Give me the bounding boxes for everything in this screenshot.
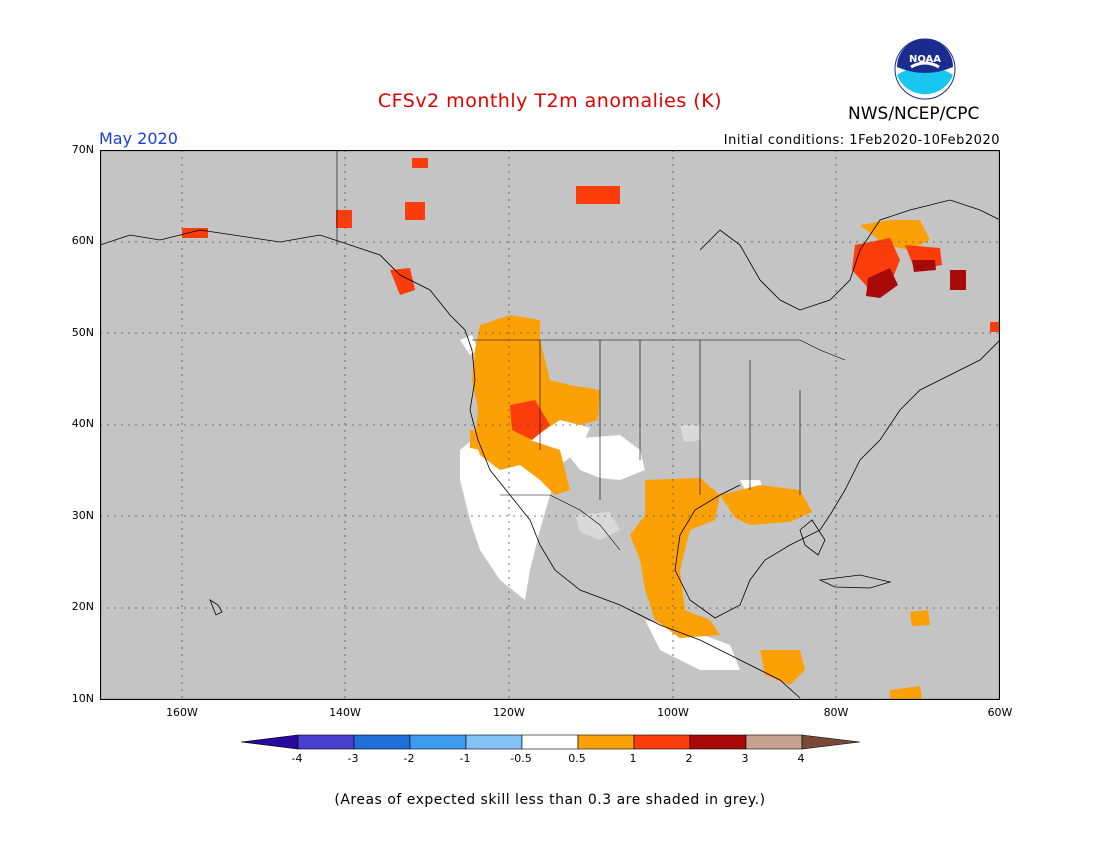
florida-outline <box>799 519 826 556</box>
quebec-orange <box>860 220 930 250</box>
lat-label-30n: 30N <box>71 509 94 522</box>
map-title: CFSv2 monthly T2m anomalies (K) <box>377 90 723 112</box>
colorbar-label: -2 <box>403 752 415 765</box>
plains-grey-patch <box>680 425 702 442</box>
us-canada-border <box>472 339 846 361</box>
coast-orange <box>470 430 482 450</box>
central-america-white <box>645 620 740 670</box>
colorbar-label: -3 <box>347 752 359 765</box>
plains-white-region <box>556 435 645 480</box>
colorbar-label: 3 <box>741 752 749 765</box>
colorbar-arrow-right <box>801 734 861 750</box>
pacific-coastline <box>100 229 801 699</box>
grey-patches <box>575 425 702 540</box>
map-frame <box>100 150 1000 700</box>
atlantic-gulf-coastline <box>674 339 1000 619</box>
idaho-orange <box>510 320 532 338</box>
initial-conditions: Initial conditions: 1Feb2020-10Feb2020 <box>723 133 1000 148</box>
colorbar-label: -1 <box>459 752 471 765</box>
newfoundland-red <box>990 322 1000 332</box>
forecast-period: May 2020 <box>99 129 178 148</box>
logo-text: NOAA <box>909 54 941 65</box>
colorbar-segment <box>689 734 747 750</box>
lon-label-100w: 100W <box>657 706 689 719</box>
colorbar-label: 0.5 <box>568 752 586 765</box>
yukon-red <box>412 158 428 168</box>
lat-label-10n: 10N <box>71 692 94 705</box>
colorbar-label: 1 <box>629 752 637 765</box>
colorbar-arrow-left <box>240 734 299 750</box>
political-borders <box>336 150 846 551</box>
colorbar-label: -4 <box>291 752 303 765</box>
lon-label-80w: 80W <box>823 706 849 719</box>
lat-label-50n: 50N <box>71 326 94 339</box>
hudson-bay-coast <box>699 199 1000 311</box>
colorbar-label: 2 <box>685 752 693 765</box>
bc-red <box>405 202 425 220</box>
colorbar-segment <box>297 734 355 750</box>
texas-mexico-orange <box>630 478 720 638</box>
bc-coast-red <box>390 268 415 295</box>
darkred-anomaly-areas <box>866 260 966 298</box>
lon-label-120w: 120W <box>493 706 525 719</box>
antilles-orange <box>910 610 930 626</box>
lat-label-40n: 40N <box>71 417 94 430</box>
colorbar-label: 4 <box>797 752 805 765</box>
colorbar-segment <box>353 734 411 750</box>
alaska-red-1 <box>182 228 208 238</box>
alaska-red-2 <box>336 210 352 228</box>
lat-lon-grid <box>100 150 1000 700</box>
lat-label-70n: 70N <box>71 143 94 156</box>
labrador-darkred <box>912 260 936 272</box>
colorbar-segment <box>521 734 579 750</box>
coastlines <box>100 199 1000 699</box>
noaa-logo: NOAA <box>894 38 956 100</box>
anomaly-map <box>100 150 1000 700</box>
gulf-coast-orange <box>720 485 812 525</box>
lat-label-20n: 20N <box>71 600 94 613</box>
caribbean-orange <box>890 686 922 700</box>
colorbar-segment <box>465 734 523 750</box>
lon-label-160w: 160W <box>166 706 198 719</box>
hawaii-outline <box>209 599 223 616</box>
state-borders <box>539 340 801 500</box>
colorbar-segment <box>409 734 467 750</box>
colorbar-segment <box>577 734 635 750</box>
lon-label-140w: 140W <box>329 706 361 719</box>
us-mexico-border <box>500 494 621 551</box>
organization-label: NWS/NCEP/CPC <box>848 104 980 124</box>
skill-footnote: (Areas of expected skill less than 0.3 a… <box>334 792 766 808</box>
lon-label-60w: 60W <box>987 706 1013 719</box>
central-america-orange <box>760 650 805 685</box>
nwt-red <box>576 186 620 204</box>
colorbar <box>240 734 861 750</box>
mexico-grey-patch <box>575 512 620 540</box>
colorbar-label: -0.5 <box>510 752 532 765</box>
colorbar-segment <box>633 734 691 750</box>
newfoundland-darkred <box>950 270 966 290</box>
cuba-outline <box>818 574 892 589</box>
colorbar-segment <box>745 734 803 750</box>
quebec-darkred <box>866 268 898 298</box>
lat-label-60n: 60N <box>71 234 94 247</box>
